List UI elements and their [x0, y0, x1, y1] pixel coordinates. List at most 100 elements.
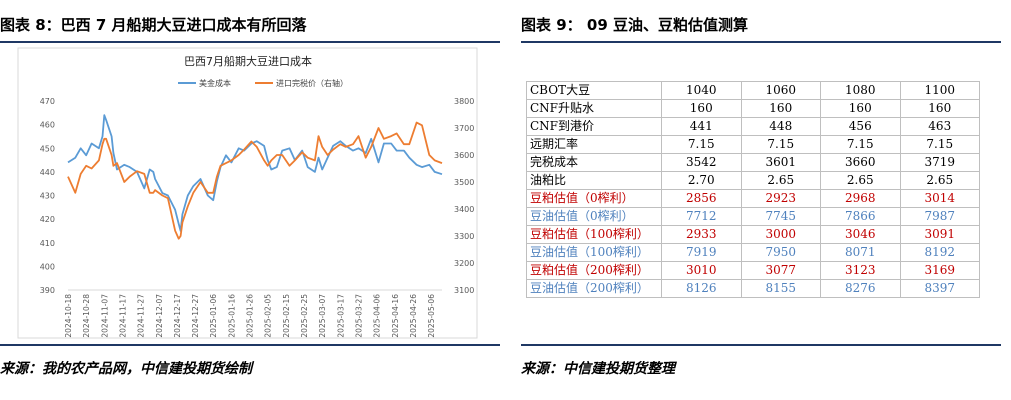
table-cell: 3046 — [820, 225, 901, 244]
row-label: 豆油估值（200榨利） — [526, 279, 662, 298]
row-label: CBOT大豆 — [526, 81, 662, 100]
table-cell: 7950 — [740, 243, 821, 262]
series-line-usd-cost — [67, 114, 443, 232]
table-row: CNF到港价 441 448 456 463 — [526, 117, 980, 136]
right-tick-label: 3200 — [454, 259, 474, 268]
row-label: 豆油估值（100榨利） — [526, 243, 662, 262]
table-cell: 2923 — [740, 189, 821, 208]
table-row: CBOT大豆 1040 1060 1080 1100 — [526, 81, 980, 100]
table-cell: 2.65 — [740, 171, 821, 190]
x-tick-label: 2025-03-07 — [318, 294, 327, 338]
right-tick-label: 3600 — [454, 151, 474, 160]
figure-8-title: 图表 8：巴西 7 月船期大豆进口成本有所回落 — [0, 16, 307, 34]
x-tick-label: 2024-11-07 — [100, 294, 109, 338]
table-cell: 7745 — [740, 207, 821, 226]
table-cell: 2856 — [661, 189, 742, 208]
right-tick-label: 3300 — [454, 232, 474, 241]
bottom-rule — [0, 344, 500, 346]
table-cell: 1040 — [661, 81, 742, 100]
table-cell: 3123 — [820, 261, 901, 280]
table-cell: 160 — [820, 99, 901, 118]
x-tick-label: 2024-10-28 — [82, 294, 91, 338]
x-tick-label: 2025-04-16 — [391, 294, 400, 338]
x-tick-label: 2024-12-17 — [173, 294, 182, 338]
left-tick-label: 470 — [40, 97, 55, 106]
table-cell: 2.65 — [820, 171, 901, 190]
left-figure: 图表 8：巴西 7 月船期大豆进口成本有所回落 巴西7月船期大豆进口成本 美金成本… — [0, 0, 500, 400]
x-tick-label: 2025-02-05 — [264, 294, 273, 338]
legend-usd-cost: 美金成本 — [199, 78, 231, 88]
table-cell: 3660 — [820, 153, 901, 172]
table-cell: 8276 — [820, 279, 901, 298]
x-tick-label: 2025-03-27 — [354, 294, 363, 338]
row-label: 豆粕估值（100榨利） — [526, 225, 662, 244]
left-tick-label: 410 — [40, 239, 55, 248]
table-cell: 8071 — [820, 243, 901, 262]
table-cell: 2.65 — [899, 171, 980, 190]
table-cell: 2933 — [661, 225, 742, 244]
table-cell: 3014 — [899, 189, 980, 208]
table-cell: 160 — [661, 99, 742, 118]
row-label: 油粕比 — [526, 171, 662, 190]
bottom-rule — [521, 344, 1001, 346]
left-tick-label: 400 — [40, 262, 55, 271]
table-cell: 7866 — [820, 207, 901, 226]
x-tick-label: 2025-02-15 — [282, 294, 291, 338]
right-figure: 图表 9： 09 豆油、豆粕估值测算 CBOT大豆 1040 1060 1080 110… — [521, 0, 1001, 400]
table-cell: 456 — [820, 117, 901, 136]
left-tick-label: 450 — [40, 144, 55, 153]
top-rule — [521, 41, 1001, 43]
x-tick-label: 2024-12-07 — [155, 294, 164, 338]
table-cell: 1080 — [820, 81, 901, 100]
x-tick-label: 2025-04-06 — [373, 294, 382, 338]
table-cell: 7987 — [899, 207, 980, 226]
table-row: 豆粕估值（0榨利） 2856 2923 2968 3014 — [526, 189, 980, 208]
table-row: 豆油估值（0榨利） 7712 7745 7866 7987 — [526, 207, 980, 226]
table-cell: 3542 — [661, 153, 742, 172]
table-row: 完税成本 3542 3601 3660 3719 — [526, 153, 980, 172]
x-tick-label: 2025-05-06 — [427, 294, 436, 338]
table-cell: 463 — [899, 117, 980, 136]
chart-frame — [17, 47, 478, 339]
figure-9-source: 来源：中信建投期货整理 — [521, 361, 675, 377]
legend-import-price: 进口完税价（右轴） — [276, 78, 348, 88]
series-line-import-price — [67, 121, 443, 240]
x-tick-label: 2025-01-26 — [246, 294, 255, 338]
right-tick-label: 3800 — [454, 97, 474, 106]
table-row: 豆油估值（200榨利） 8126 8155 8276 8397 — [526, 279, 980, 298]
table-cell: 8397 — [899, 279, 980, 298]
left-tick-label: 460 — [40, 121, 55, 130]
table-cell: 7.15 — [899, 135, 980, 154]
x-tick-label: 2024-10-18 — [64, 294, 73, 338]
x-tick-label: 2024-11-27 — [137, 294, 146, 338]
table-cell: 7.15 — [661, 135, 742, 154]
right-tick-label: 3500 — [454, 178, 474, 187]
top-rule — [0, 41, 500, 43]
right-tick-label: 3400 — [454, 205, 474, 214]
table-cell: 160 — [740, 99, 821, 118]
table-row: 豆油估值（100榨利） 7919 7950 8071 8192 — [526, 243, 980, 262]
figure-9-title: 图表 9： 09 豆油、豆粕估值测算 — [521, 16, 748, 34]
x-tick-label: 2025-01-06 — [209, 294, 218, 338]
table-cell: 1100 — [899, 81, 980, 100]
table-cell: 160 — [899, 99, 980, 118]
table-cell: 3077 — [740, 261, 821, 280]
left-tick-label: 440 — [40, 168, 55, 177]
row-label: 豆粕估值（0榨利） — [526, 189, 662, 208]
table-cell: 7.15 — [820, 135, 901, 154]
row-label: 豆粕估值（200榨利） — [526, 261, 662, 280]
table-cell: 3010 — [661, 261, 742, 280]
table-cell: 1060 — [740, 81, 821, 100]
row-label: 完税成本 — [526, 153, 662, 172]
table-row: 远期汇率 7.15 7.15 7.15 7.15 — [526, 135, 980, 154]
table-cell: 7712 — [661, 207, 742, 226]
x-tick-label: 2025-03-17 — [336, 294, 345, 338]
right-tick-label: 3100 — [454, 286, 474, 295]
table-row: 油粕比 2.70 2.65 2.65 2.65 — [526, 171, 980, 190]
row-label: CNF升贴水 — [526, 99, 662, 118]
table-row: 豆粕估值（100榨利） 2933 3000 3046 3091 — [526, 225, 980, 244]
table-cell: 3719 — [899, 153, 980, 172]
row-label: CNF到港价 — [526, 117, 662, 136]
x-tick-label: 2025-04-26 — [409, 294, 418, 338]
table-cell: 7.15 — [740, 135, 821, 154]
